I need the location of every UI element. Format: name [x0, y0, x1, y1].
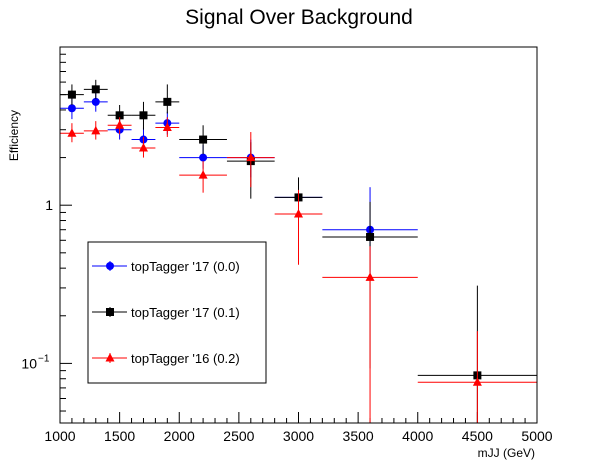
- series-2: [60, 117, 537, 423]
- data-point: [91, 97, 100, 106]
- data-point: [115, 120, 125, 129]
- x-tick-label: 3000: [283, 428, 314, 444]
- data-point: [115, 111, 124, 120]
- data-point: [139, 111, 148, 120]
- data-point: [199, 135, 208, 144]
- data-point: [198, 170, 208, 179]
- data-point: [246, 152, 256, 162]
- legend-label: topTagger '17 (0.1): [131, 305, 240, 320]
- y-axis-label: Efficiency: [7, 110, 21, 161]
- data-point: [67, 104, 76, 113]
- legend-marker: [106, 262, 114, 270]
- data-point: [67, 90, 76, 99]
- data-point: [138, 142, 148, 152]
- data-point: [199, 153, 208, 162]
- x-tick-label: 4000: [402, 428, 433, 444]
- data-point: [162, 122, 172, 131]
- x-tick-label: 2000: [164, 428, 195, 444]
- legend-marker: [105, 353, 115, 362]
- x-tick-label: 1500: [104, 428, 135, 444]
- x-tick-label: 1000: [44, 428, 75, 444]
- data-point: [365, 272, 375, 281]
- legend: topTagger '17 (0.0) topTagger '17 (0.1) to…: [87, 241, 267, 384]
- data-point: [91, 125, 101, 135]
- data-point: [91, 85, 100, 94]
- x-tick-label: 5000: [521, 428, 552, 444]
- y-tick-label-exponent: −1: [38, 353, 50, 364]
- y-tick-label: 1: [45, 197, 53, 213]
- data-point: [472, 377, 482, 386]
- legend-label: topTagger '16 (0.2): [131, 351, 240, 366]
- x-tick-label: 3500: [343, 428, 374, 444]
- x-tick-label: 4500: [462, 428, 493, 444]
- data-point: [294, 208, 303, 218]
- legend-label: topTagger '17 (0.0): [131, 259, 240, 274]
- chart-title: Signal Over Background: [185, 6, 413, 29]
- data-point: [67, 128, 77, 137]
- data-point: [163, 97, 172, 106]
- plot-data: [60, 79, 537, 423]
- data-point: [366, 232, 375, 241]
- x-axis-label: mJJ (GeV): [478, 446, 535, 460]
- axis-ticks: 1000 1500 2000 2500 3000 3500 4000 4500 5000 10 −1…: [21, 46, 553, 444]
- y-tick-label: 10: [21, 355, 37, 371]
- legend-marker: [106, 308, 114, 316]
- x-tick-label: 2500: [223, 428, 254, 444]
- plot-frame: [59, 46, 538, 424]
